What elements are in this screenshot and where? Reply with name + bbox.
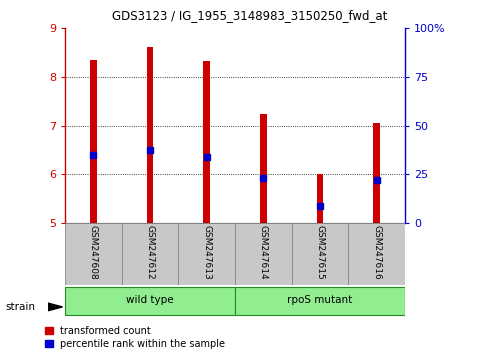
- Text: GSM247612: GSM247612: [146, 225, 154, 280]
- FancyBboxPatch shape: [292, 223, 348, 285]
- FancyBboxPatch shape: [235, 287, 405, 315]
- Text: GSM247614: GSM247614: [259, 225, 268, 280]
- Bar: [374, 123, 380, 223]
- Text: GSM247615: GSM247615: [316, 225, 324, 280]
- Text: strain: strain: [5, 302, 35, 312]
- FancyBboxPatch shape: [235, 223, 292, 285]
- Text: wild type: wild type: [126, 295, 174, 305]
- FancyBboxPatch shape: [122, 223, 178, 285]
- Bar: [90, 60, 96, 223]
- Bar: [204, 62, 210, 223]
- FancyBboxPatch shape: [348, 223, 405, 285]
- Bar: [260, 114, 266, 223]
- FancyBboxPatch shape: [178, 223, 235, 285]
- Text: GSM247608: GSM247608: [89, 225, 98, 280]
- Text: rpoS mutant: rpoS mutant: [288, 295, 352, 305]
- FancyBboxPatch shape: [65, 287, 235, 315]
- Text: GDS3123 / IG_1955_3148983_3150250_fwd_at: GDS3123 / IG_1955_3148983_3150250_fwd_at: [112, 9, 388, 22]
- Text: GSM247613: GSM247613: [202, 225, 211, 280]
- Bar: [146, 47, 154, 223]
- Bar: [316, 175, 324, 223]
- Legend: transformed count, percentile rank within the sample: transformed count, percentile rank withi…: [45, 326, 226, 349]
- Polygon shape: [48, 303, 62, 311]
- Text: GSM247616: GSM247616: [372, 225, 381, 280]
- FancyBboxPatch shape: [65, 223, 122, 285]
